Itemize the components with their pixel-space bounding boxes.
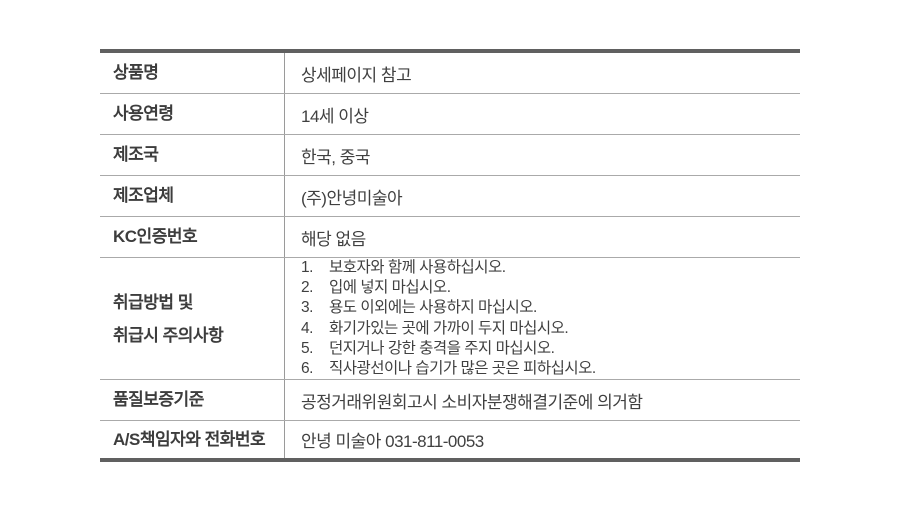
value-text: 한국, 중국 [301,147,371,167]
value-text: 상세페이지 참고 [301,65,412,85]
label-text: A/S책임자와 전화번호 [113,429,266,449]
value-text: 안녕 미술아 031-811-0053 [301,432,484,451]
precaution-item: 4. 화기가있는 곳에 가까이 두지 마십시오. [301,319,790,339]
row-value-usage-age: 14세 이상 [285,94,800,134]
table-row-usage-age: 사용연령 14세 이상 [100,94,800,135]
row-value-product-name: 상세페이지 참고 [285,53,800,93]
label-text: 품질보증기준 [113,390,204,409]
label-text: 사용연령 [113,104,174,123]
precautions-list: 1. 보호자와 함께 사용하십시오. 2. 입에 넣지 마십시오. 3. 용도 … [301,258,790,380]
precaution-text: 던지거나 강한 충격을 주지 마십시오. [329,339,555,357]
row-label-handling-precautions: 취급방법 및 취급시 주의사항 [100,258,285,379]
label-text: KC인증번호 [113,227,198,246]
row-value-kc-certification: 해당 없음 [285,217,800,257]
precaution-text: 직사광선이나 습기가 많은 곳은 피하십시오. [329,360,596,378]
row-label-kc-certification: KC인증번호 [100,217,285,257]
precaution-number: 4. [301,319,313,337]
row-label-usage-age: 사용연령 [100,94,285,134]
table-row-kc-certification: KC인증번호 해당 없음 [100,217,800,258]
label-text: 제조업체 [113,186,174,205]
product-info-table: 상품명 상세페이지 참고 사용연령 14세 이상 제조국 한국, 중국 [100,49,800,462]
row-value-manufacturer: (주)안녕미술아 [285,176,800,216]
precaution-number: 6. [301,360,313,378]
label-text-line1: 취급방법 및 [113,292,193,312]
row-value-handling-precautions: 1. 보호자와 함께 사용하십시오. 2. 입에 넣지 마십시오. 3. 용도 … [285,258,800,379]
precaution-item: 2. 입에 넣지 마십시오. [301,278,790,298]
precaution-number: 5. [301,339,313,357]
label-text-line2: 취급시 주의사항 [113,325,224,345]
table-row-quality-assurance: 품질보증기준 공정거래위원회고시 소비자분쟁해결기준에 의거함 [100,380,800,421]
precaution-text: 화기가있는 곳에 가까이 두지 마십시오. [329,319,569,337]
precaution-text: 용도 이외에는 사용하지 마십시오. [329,299,537,317]
precaution-number: 2. [301,278,313,296]
precaution-item: 6. 직사광선이나 습기가 많은 곳은 피하십시오. [301,359,790,379]
table-row-as-contact: A/S책임자와 전화번호 안녕 미술아 031-811-0053 [100,421,800,458]
label-text: 제조국 [113,145,159,164]
precaution-text: 보호자와 함께 사용하십시오. [329,258,506,276]
precaution-item: 5. 던지거나 강한 충격을 주지 마십시오. [301,339,790,359]
table-row-product-name: 상품명 상세페이지 참고 [100,53,800,94]
row-label-product-name: 상품명 [100,53,285,93]
label-text: 상품명 [113,63,159,82]
precaution-text: 입에 넣지 마십시오. [329,278,451,296]
row-label-manufacturer: 제조업체 [100,176,285,216]
precaution-number: 1. [301,258,313,276]
value-text: (주)안녕미술아 [301,188,403,208]
value-text: 14세 이상 [301,106,369,126]
precaution-number: 3. [301,299,313,317]
table-row-manufacturer: 제조업체 (주)안녕미술아 [100,176,800,217]
precaution-item: 3. 용도 이외에는 사용하지 마십시오. [301,298,790,318]
value-text: 해당 없음 [301,229,366,249]
precaution-item: 1. 보호자와 함께 사용하십시오. [301,258,790,278]
row-label-quality-assurance: 품질보증기준 [100,380,285,420]
table-row-handling-precautions: 취급방법 및 취급시 주의사항 1. 보호자와 함께 사용하십시오. 2. 입에… [100,258,800,380]
table-row-country: 제조국 한국, 중국 [100,135,800,176]
row-label-as-contact: A/S책임자와 전화번호 [100,421,285,458]
row-label-country: 제조국 [100,135,285,175]
row-value-as-contact: 안녕 미술아 031-811-0053 [285,421,800,458]
row-value-country: 한국, 중국 [285,135,800,175]
value-text: 공정거래위원회고시 소비자분쟁해결기준에 의거함 [301,392,643,412]
row-value-quality-assurance: 공정거래위원회고시 소비자분쟁해결기준에 의거함 [285,380,800,420]
